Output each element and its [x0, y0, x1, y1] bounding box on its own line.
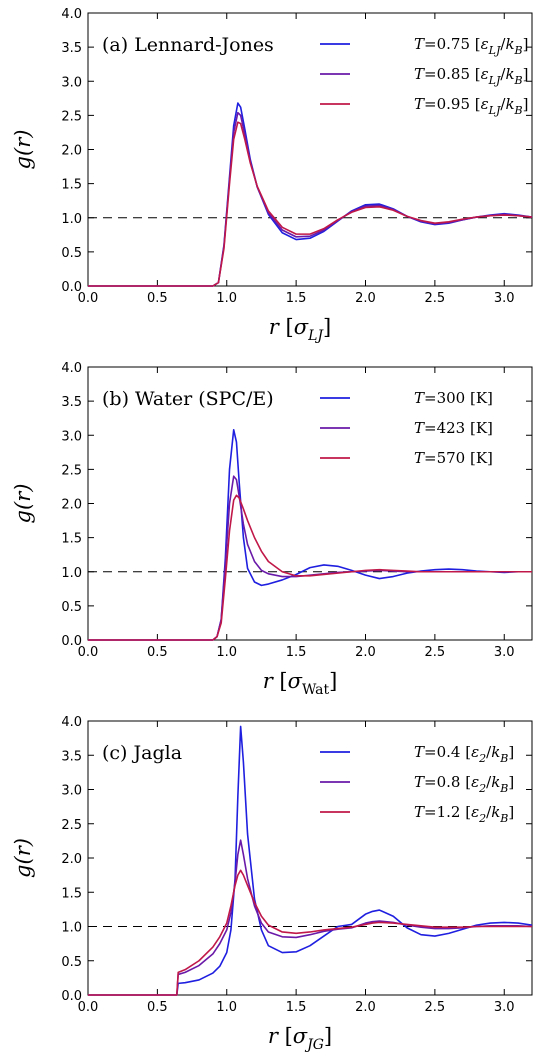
y-tick-label: 3.5	[61, 749, 82, 764]
panel-2: 0.0 0.5 1.0 1.5 2.0 2.5 3.0 0.0 0.5 1.0 1.5 2.0 2.5 3…	[11, 361, 533, 698]
y-tick-label: 0.0	[61, 989, 82, 1004]
legend: T=300 [K] T=423 [K] T=570 [K]	[320, 389, 493, 467]
x-tick-label: 2.5	[425, 291, 446, 306]
x-tick-label: 0.5	[147, 291, 168, 306]
x-tick-label: 3.0	[494, 1000, 515, 1015]
y-tick-label: 3.0	[61, 429, 82, 444]
y-tick-label: 2.0	[61, 144, 82, 159]
x-tick-label: 1.0	[216, 1000, 237, 1015]
y-tick-label: 2.0	[61, 498, 82, 513]
x-tick-label: 2.0	[355, 291, 376, 306]
legend: T=0.4 [ε2​/kB​] T=0.8 [ε2​/kB​] T=1.2 [ε2​…	[320, 743, 514, 825]
legend-entry: T=0.75 [εLJ​/kB​]	[414, 35, 529, 57]
y-tick-label: 2.0	[61, 852, 82, 867]
x-tick-label: 0.0	[78, 645, 99, 660]
y-tick-label: 0.5	[61, 955, 82, 970]
x-tick-label: 2.5	[425, 1000, 446, 1015]
y-tick-label: 0.5	[61, 246, 82, 261]
y-tick-label: 3.0	[61, 75, 82, 90]
y-tick-label: 3.5	[61, 395, 82, 410]
x-axis-label: r [σJG]	[268, 1024, 332, 1053]
x-tick-label: 0.5	[147, 1000, 168, 1015]
legend-entry: T=0.8 [ε2​/kB​]	[414, 773, 514, 795]
x-tick-label: 2.0	[355, 645, 376, 660]
series-line-3	[88, 869, 532, 996]
legend-entry: T=570 [K]	[414, 449, 493, 467]
y-tick-label: 2.5	[61, 463, 82, 478]
x-axis-label: r [σWat]	[263, 669, 338, 698]
y-axis-label: g(r)	[11, 130, 35, 170]
x-tick-label: 1.5	[286, 291, 307, 306]
panel-1: 0.0 0.5 1.0 1.5 2.0 2.5 3.0 0.0 0.5 1.0 1.5 2.0 2.5 3…	[11, 7, 533, 344]
y-tick-label: 4.0	[61, 715, 82, 730]
y-tick-label: 0.0	[61, 634, 82, 649]
y-tick-label: 0.0	[61, 280, 82, 295]
legend-entry: T=0.85 [εLJ​/kB​]	[414, 65, 529, 87]
x-tick-label: 0.0	[78, 291, 99, 306]
x-tick-label: 1.0	[216, 645, 237, 660]
y-tick-label: 3.0	[61, 784, 82, 799]
legend-entry: T=423 [K]	[414, 419, 493, 437]
y-axis-label: g(r)	[11, 838, 35, 878]
y-tick-label: 3.5	[61, 41, 82, 56]
x-tick-label: 1.5	[286, 645, 307, 660]
x-tick-label: 2.0	[355, 1000, 376, 1015]
series-line-2	[88, 839, 533, 996]
panel-3: 0.0 0.5 1.0 1.5 2.0 2.5 3.0 0.0 0.5 1.0 1.5 2.0 2.5 3…	[11, 715, 533, 1053]
y-tick-label: 2.5	[61, 109, 82, 124]
y-tick-label: 1.5	[61, 532, 82, 547]
y-tick-label: 1.5	[61, 178, 82, 193]
legend-entry: T=1.2 [ε2​/kB​]	[414, 803, 514, 825]
legend-entry: T=0.95 [εLJ​/kB​]	[414, 95, 529, 117]
x-axis-label: r [σLJ]	[269, 315, 331, 344]
series-line-1	[88, 102, 533, 287]
series-line-3	[88, 121, 533, 287]
y-axis-label: g(r)	[11, 484, 35, 524]
y-tick-label: 1.0	[61, 566, 82, 581]
y-tick-label: 1.0	[61, 212, 82, 227]
series-line-3	[88, 494, 532, 641]
y-tick-label: 2.5	[61, 818, 82, 833]
panel-label: (a) Lennard-Jones	[102, 34, 274, 56]
y-tick-label: 4.0	[61, 361, 82, 376]
y-tick-label: 0.5	[61, 600, 82, 615]
x-tick-label: 0.5	[147, 645, 168, 660]
series-line-2	[88, 475, 532, 641]
x-tick-label: 1.5	[286, 1000, 307, 1015]
series-line-1	[88, 725, 533, 996]
series-line-2	[88, 111, 533, 287]
y-tick-label: 1.0	[61, 921, 82, 936]
panel-label: (b) Water (SPC/E)	[102, 388, 274, 410]
legend: T=0.75 [εLJ​/kB​] T=0.85 [εLJ​/kB​] T=0.95…	[320, 35, 529, 117]
legend-entry: T=300 [K]	[414, 389, 493, 407]
x-tick-label: 1.0	[216, 291, 237, 306]
y-tick-label: 1.5	[61, 886, 82, 901]
x-tick-label: 3.0	[494, 645, 515, 660]
x-tick-label: 2.5	[425, 645, 446, 660]
y-tick-label: 4.0	[61, 7, 82, 22]
series-line-1	[88, 428, 532, 641]
panel-label: (c) Jagla	[102, 742, 182, 764]
x-tick-label: 0.0	[78, 1000, 99, 1015]
x-tick-label: 3.0	[494, 291, 515, 306]
legend-entry: T=0.4 [ε2​/kB​]	[414, 743, 514, 765]
